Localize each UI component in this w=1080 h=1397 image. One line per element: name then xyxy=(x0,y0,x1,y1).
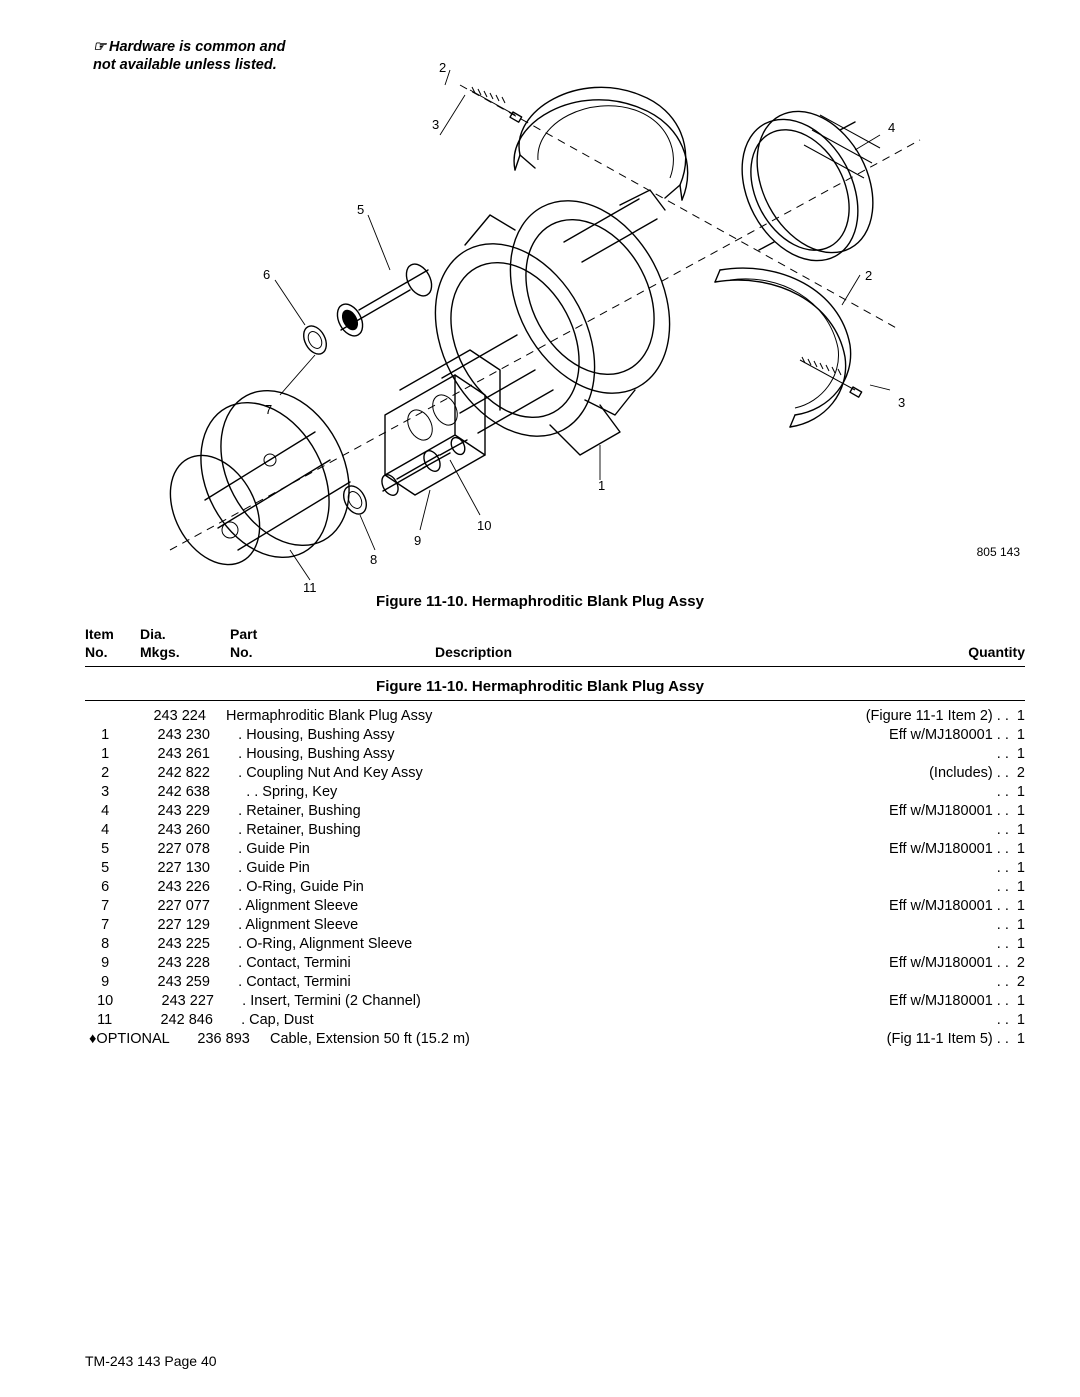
col-qty: Quantity xyxy=(968,644,1025,660)
row-left: 9 243 228 . Contact, Termini xyxy=(85,954,879,973)
table-row: ♦OPTIONAL 236 893 Cable, Extension 50 ft… xyxy=(85,1030,1025,1049)
row-left: 8 243 225 . O-Ring, Alignment Sleeve xyxy=(85,935,987,954)
callout-2b: 2 xyxy=(865,268,872,283)
table-row: 4 243 229 . Retainer, BushingEff w/MJ180… xyxy=(85,802,1025,821)
row-left: 7 227 129 . Alignment Sleeve xyxy=(85,916,987,935)
callout-6: 6 xyxy=(263,267,270,282)
col-part-top: Part xyxy=(230,626,257,642)
col-item-top: Item xyxy=(85,626,114,642)
callout-3a: 3 xyxy=(432,117,439,132)
table-row: 4 243 260 . Retainer, Bushing. . 1 xyxy=(85,821,1025,840)
row-right: . . 1 xyxy=(987,878,1025,897)
row-right: Eff w/MJ180001 . . 1 xyxy=(879,992,1025,1011)
row-right: . . 1 xyxy=(987,1011,1025,1030)
col-part-bot: No. xyxy=(230,644,253,660)
table-row: 8 243 225 . O-Ring, Alignment Sleeve. . … xyxy=(85,935,1025,954)
col-item-bot: No. xyxy=(85,644,108,660)
table-row: 7 227 129 . Alignment Sleeve. . 1 xyxy=(85,916,1025,935)
col-dia-top: Dia. xyxy=(140,626,166,642)
table-row: 7 227 077 . Alignment SleeveEff w/MJ1800… xyxy=(85,897,1025,916)
row-right: (Figure 11-1 Item 2) . . 1 xyxy=(856,707,1025,726)
row-right: . . 1 xyxy=(987,916,1025,935)
callout-9: 9 xyxy=(414,533,421,548)
row-right: . . 1 xyxy=(987,821,1025,840)
callout-8: 8 xyxy=(370,552,377,567)
row-right: Eff w/MJ180001 . . 2 xyxy=(879,954,1025,973)
row-left: 6 243 226 . O-Ring, Guide Pin xyxy=(85,878,987,897)
row-right: . . 1 xyxy=(987,935,1025,954)
row-left: 3 242 638 . . Spring, Key xyxy=(85,783,987,802)
row-left: 4 243 229 . Retainer, Bushing xyxy=(85,802,879,821)
row-left: 9 243 259 . Contact, Termini xyxy=(85,973,987,992)
callout-10: 10 xyxy=(477,518,491,533)
row-left: 1 243 261 . Housing, Bushing Assy xyxy=(85,745,987,764)
callout-3b: 3 xyxy=(898,395,905,410)
figure-caption-top: Figure 11-10. Hermaphroditic Blank Plug … xyxy=(376,593,704,610)
row-left: 243 224 Hermaphroditic Blank Plug Assy xyxy=(85,707,856,726)
table-header: Item No. Dia. Mkgs. Part No. Description… xyxy=(85,626,1025,666)
row-right: . . 1 xyxy=(987,859,1025,878)
row-right: . . 1 xyxy=(987,783,1025,802)
table-row: 243 224 Hermaphroditic Blank Plug Assy(F… xyxy=(85,707,1025,726)
row-left: 7 227 077 . Alignment Sleeve xyxy=(85,897,879,916)
col-dia-bot: Mkgs. xyxy=(140,644,180,660)
pointing-hand-icon: ☞ xyxy=(93,38,106,56)
exploded-view-diagram: .ln{fill:none;stroke:#000;stroke-width:1… xyxy=(120,60,990,590)
row-left: 2 242 822 . Coupling Nut And Key Assy xyxy=(85,764,919,783)
row-right: (Fig 11-1 Item 5) . . 1 xyxy=(877,1030,1025,1049)
row-right: Eff w/MJ180001 . . 1 xyxy=(879,802,1025,821)
parts-list: 243 224 Hermaphroditic Blank Plug Assy(F… xyxy=(85,707,1025,1049)
row-right: Eff w/MJ180001 . . 1 xyxy=(879,897,1025,916)
row-right: (Includes) . . 2 xyxy=(919,764,1025,783)
row-right: . . 1 xyxy=(987,745,1025,764)
row-left: 5 227 130 . Guide Pin xyxy=(85,859,987,878)
table-row: 5 227 130 . Guide Pin. . 1 xyxy=(85,859,1025,878)
callout-4: 4 xyxy=(888,120,895,135)
callout-5: 5 xyxy=(357,202,364,217)
table-row: 9 243 228 . Contact, TerminiEff w/MJ1800… xyxy=(85,954,1025,973)
table-row: 1 243 230 . Housing, Bushing AssyEff w/M… xyxy=(85,726,1025,745)
row-left: 10 243 227 . Insert, Termini (2 Channel) xyxy=(85,992,879,1011)
table-row: 2 242 822 . Coupling Nut And Key Assy(In… xyxy=(85,764,1025,783)
header-rule-2 xyxy=(85,700,1025,701)
table-row: 6 243 226 . O-Ring, Guide Pin. . 1 xyxy=(85,878,1025,897)
row-left: 5 227 078 . Guide Pin xyxy=(85,840,879,859)
note-line1: Hardware is common and xyxy=(109,39,285,55)
page-number: TM-243 143 Page 40 xyxy=(85,1353,217,1369)
figure-caption-mid: Figure 11-10. Hermaphroditic Blank Plug … xyxy=(376,678,704,695)
row-right: Eff w/MJ180001 . . 1 xyxy=(879,726,1025,745)
row-right: . . 2 xyxy=(987,973,1025,992)
row-left: 1 243 230 . Housing, Bushing Assy xyxy=(85,726,879,745)
table-row: 11 242 846 . Cap, Dust. . 1 xyxy=(85,1011,1025,1030)
callout-11: 11 xyxy=(303,580,317,595)
col-desc: Description xyxy=(435,644,512,660)
callout-2a: 2 xyxy=(439,60,446,75)
table-row: 9 243 259 . Contact, Termini. . 2 xyxy=(85,973,1025,992)
callout-1: 1 xyxy=(598,478,605,493)
table-row: 3 242 638 . . Spring, Key. . 1 xyxy=(85,783,1025,802)
row-right: Eff w/MJ180001 . . 1 xyxy=(879,840,1025,859)
header-rule xyxy=(85,666,1025,667)
table-row: 5 227 078 . Guide PinEff w/MJ180001 . . … xyxy=(85,840,1025,859)
callout-7: 7 xyxy=(265,402,272,417)
row-left: 11 242 846 . Cap, Dust xyxy=(85,1011,987,1030)
row-left: 4 243 260 . Retainer, Bushing xyxy=(85,821,987,840)
table-row: 10 243 227 . Insert, Termini (2 Channel)… xyxy=(85,992,1025,1011)
row-left: ♦OPTIONAL 236 893 Cable, Extension 50 ft… xyxy=(85,1030,877,1049)
diagram-reference-id: 805 143 xyxy=(977,545,1020,559)
table-row: 1 243 261 . Housing, Bushing Assy. . 1 xyxy=(85,745,1025,764)
